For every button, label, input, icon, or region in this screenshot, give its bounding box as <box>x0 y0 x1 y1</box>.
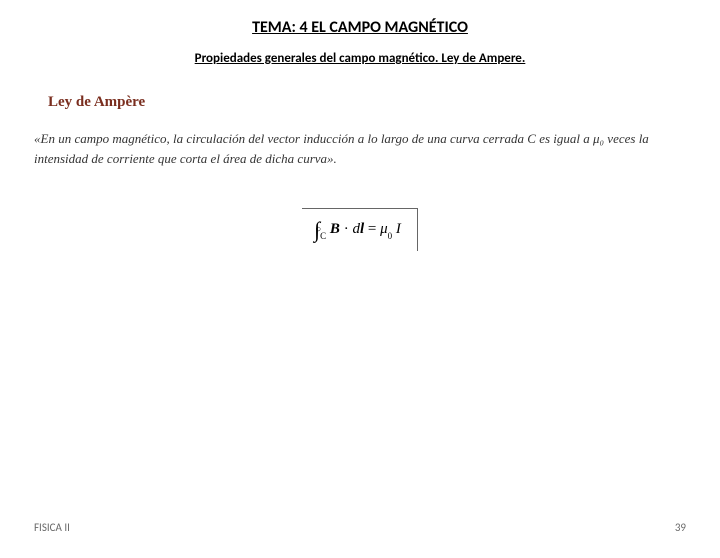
current-i: I <box>392 221 401 237</box>
vector-b: B <box>330 221 340 237</box>
slide-title: TEMA: 4 EL CAMPO MAGNÉTICO <box>0 18 720 37</box>
section-heading: Ley de Ampère <box>48 94 720 111</box>
ampere-equation: ∫ ○ C B · dl = μ0 I <box>314 221 401 237</box>
equation-container: ∫ ○ C B · dl = μ0 I <box>0 208 720 251</box>
mu-subscript: 0 <box>388 231 393 241</box>
equation-box: ∫ ○ C B · dl = μ0 I <box>302 208 418 251</box>
dot-operator: · <box>340 221 353 237</box>
footer-page-number: 39 <box>675 521 686 534</box>
footer-course-label: FISICA II <box>34 521 70 534</box>
slide-subtitle: Propiedades generales del campo magnétic… <box>0 51 720 66</box>
mu-symbol: μ <box>380 221 388 237</box>
ampere-law-quote: «En un campo magnético, la circulación d… <box>34 129 692 168</box>
differential-d: d <box>352 221 360 237</box>
integral-subscript-c: C <box>320 231 326 241</box>
equals-sign: = <box>364 221 380 237</box>
